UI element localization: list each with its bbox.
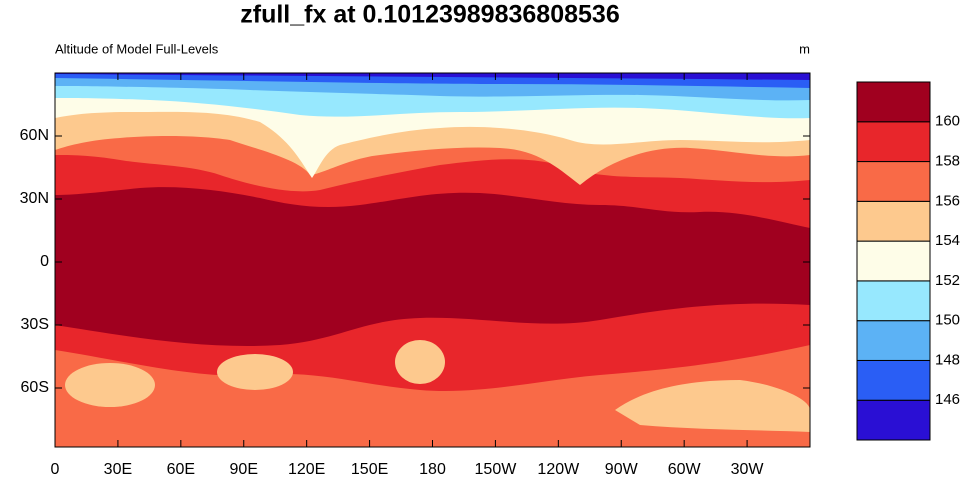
colorbar-label: 15200 <box>935 272 960 289</box>
contour-band <box>395 340 445 384</box>
x-tick-label: 150E <box>351 461 388 478</box>
colorbar-box <box>856 81 931 123</box>
colorbar-box <box>856 161 931 202</box>
x-tick-label: 0 <box>51 461 60 478</box>
y-tick-label: 60N <box>20 127 49 144</box>
y-tick-label: 30S <box>21 316 49 333</box>
x-tick-label: 60W <box>668 461 702 478</box>
x-tick-label: 90E <box>230 461 258 478</box>
colorbar-box <box>856 121 931 163</box>
x-tick-label: 150W <box>475 461 518 478</box>
x-tick-label: 30E <box>104 461 132 478</box>
x-tick-label: 60E <box>167 461 195 478</box>
colorbar-label: 16000 <box>935 113 960 130</box>
contour-band <box>55 345 810 447</box>
colorbar-box <box>856 320 931 361</box>
colorbar: 14600 14800 15000 15200 15400 15600 15800 16000 <box>856 81 960 441</box>
contour-band <box>615 380 810 432</box>
y-tick-label: 0 <box>40 253 49 270</box>
colorbar-label: 15400 <box>935 232 960 249</box>
colorbar-box <box>856 280 931 322</box>
y-tick-label: 30N <box>20 190 49 207</box>
colorbar-label: 15000 <box>935 312 960 329</box>
colorbar-label: 15800 <box>935 153 960 170</box>
x-tick-label: 120W <box>537 461 580 478</box>
colorbar-box <box>856 240 931 282</box>
colorbar-label: 15600 <box>935 192 960 209</box>
contour-band <box>217 354 293 390</box>
x-tick-label: 90W <box>605 461 639 478</box>
x-tick-label: 180 <box>419 461 446 478</box>
units: m <box>799 41 810 56</box>
axes: 0 30E 60E 90E 120E 150E 180 150W 120W 90W 60W 30W 60… <box>20 73 810 478</box>
title: zfull_fx at 0.10123989836808536 <box>240 1 619 29</box>
x-tick-label: 120E <box>288 461 325 478</box>
contour-fill <box>55 73 810 447</box>
y-tick-label: 60S <box>21 379 49 396</box>
colorbar-label: 14600 <box>935 391 960 408</box>
colorbar-box <box>856 399 931 441</box>
colorbar-box <box>856 359 931 401</box>
contour-band <box>65 363 155 407</box>
contour-band <box>763 310 787 340</box>
colorbar-label: 14800 <box>935 351 960 368</box>
subtitle: Altitude of Model Full-Levels <box>55 41 219 56</box>
colorbar-box <box>856 200 931 242</box>
x-tick-label: 30W <box>731 461 765 478</box>
